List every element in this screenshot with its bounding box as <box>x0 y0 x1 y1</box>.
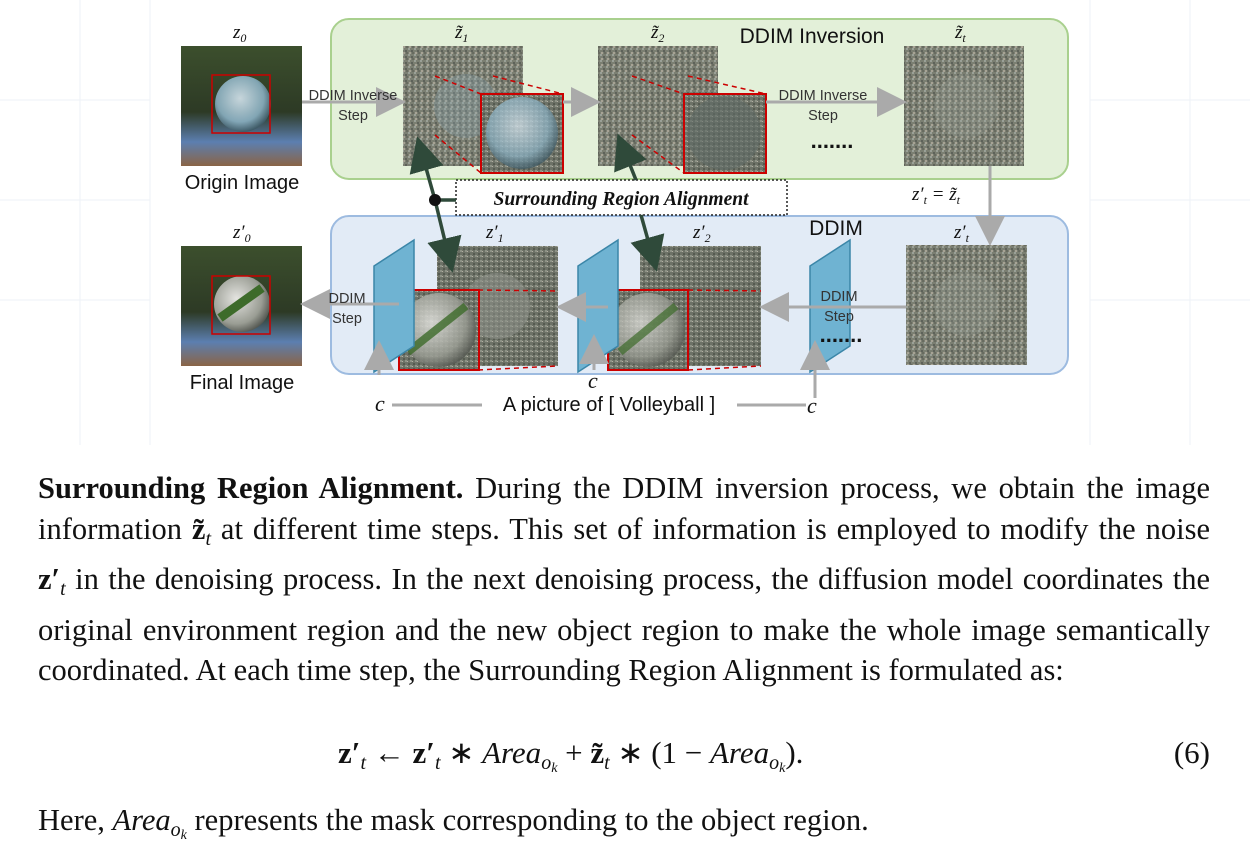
eq-term1-sub: t <box>435 752 441 774</box>
label-zp1: z′1 <box>485 222 504 245</box>
eq-term1: z′ <box>412 735 436 770</box>
ddim-step-label-1b: Step <box>332 311 362 327</box>
alignment-box-label: Surrounding Region Alignment <box>493 189 749 210</box>
label-zp2: z′2 <box>692 222 711 245</box>
condition-symbol-3: c <box>807 393 817 418</box>
label-equality: z′t = z̃t <box>911 184 961 207</box>
closing-area: Area <box>112 803 171 837</box>
eq-op1: ∗ <box>440 735 483 770</box>
equation-body: z′t ← z′t ∗ Areaok + z̃t ∗ (1 − Areaok). <box>338 735 803 777</box>
final-image <box>181 246 302 366</box>
unet-block-1 <box>373 238 415 374</box>
ddim-step-label-2b: Step <box>824 309 854 325</box>
symbol-z-prime-sub: t <box>60 578 66 601</box>
noisy-image-bottom-t <box>906 245 1027 365</box>
inverse-step-label-1a: DDIM Inverse <box>309 88 398 104</box>
origin-image <box>181 46 302 166</box>
closing-sentence: Here, Areaok represents the mask corresp… <box>38 803 869 844</box>
eq-area-sub: o <box>541 752 552 774</box>
eq-lhs: z′ <box>338 735 361 770</box>
label-z0: z0 <box>232 22 246 45</box>
label-ztt: z̃t <box>954 22 966 45</box>
eq-area2: Area <box>710 735 770 770</box>
paragraph-heading: Surrounding Region Alignment. <box>38 471 464 505</box>
eq-term2: z̃ <box>590 735 605 770</box>
noisy-image-t <box>904 46 1024 166</box>
denoising-panel-title: DDIM <box>809 217 863 240</box>
symbol-z-tilde: z̃ <box>191 511 206 546</box>
equation-6: z′t ← z′t ∗ Areaok + z̃t ∗ (1 − Areaok).… <box>0 735 1250 779</box>
align-arrow-down-2 <box>630 214 665 272</box>
figure-canvas: DDIM Inversion DDIM Origin Image Final I… <box>0 0 1250 445</box>
label-zp0: z′0 <box>232 222 251 245</box>
inverse-step-label-2a: DDIM Inverse <box>779 88 868 104</box>
closing-text-2: represents the mask corresponding to the… <box>186 803 869 837</box>
eq-plus: + <box>557 735 591 770</box>
paragraph-text-1: During the DDIM inversion process, we ob… <box>38 471 1211 546</box>
equation-number: (6) <box>1173 735 1210 770</box>
method-paragraph: Surrounding Region Alignment. During the… <box>38 468 1210 691</box>
eq-area2-subsub: k <box>779 761 786 776</box>
ellipsis-top: ....... <box>811 128 854 153</box>
eq-term2-sub: t <box>604 752 610 774</box>
inverse-step-label-2b: Step <box>808 108 838 124</box>
eq-op2: ∗ (1 − <box>609 735 710 770</box>
label-zt2: z̃2 <box>650 22 664 45</box>
label-zpt: z′t <box>953 222 970 245</box>
eq-lhs-sub: t <box>360 752 367 774</box>
condition-symbol-2: c <box>588 368 598 393</box>
background-grid <box>0 0 1250 445</box>
method-figure: DDIM Inversion DDIM Origin Image Final I… <box>0 0 1250 445</box>
paragraph-text-2: at different time steps. This set of inf… <box>211 511 1210 546</box>
inverse-step-label-1b: Step <box>338 108 368 124</box>
align-arrow-down-1 <box>427 199 462 273</box>
ellipsis-bottom: ....... <box>820 322 863 347</box>
align-arrow-up-2 <box>614 133 647 181</box>
condition-symbol-1: c <box>375 391 385 416</box>
ddim-step-label-1a: DDIM <box>328 291 365 307</box>
eq-area-subsub: k <box>551 761 558 776</box>
prompt-text: A picture of [ Volleyball ] <box>503 394 715 416</box>
final-image-label: Final Image <box>190 372 295 394</box>
closing-text-1: Here, <box>38 803 113 837</box>
paragraph-text-3: in the denoising process. In the next de… <box>38 562 1210 688</box>
closing-area-sub: o <box>170 819 181 841</box>
label-zt1: z̃1 <box>454 22 468 45</box>
symbol-z-tilde-sub: t <box>205 527 212 550</box>
align-junction-dot <box>429 194 441 206</box>
origin-image-label: Origin Image <box>185 172 300 194</box>
inversion-panel-title: DDIM Inversion <box>740 25 885 48</box>
noisy-image-1 <box>403 46 564 174</box>
eq-area: Area <box>482 735 542 770</box>
eq-area2-sub: o <box>769 752 780 774</box>
eq-close: ). <box>785 735 804 770</box>
closing-area-subsub: k <box>180 828 187 843</box>
alignment-box <box>455 179 788 216</box>
symbol-z-prime: z′ <box>38 562 61 597</box>
eq-arrow: ← <box>366 735 413 770</box>
ddim-step-label-2a: DDIM <box>820 289 857 305</box>
align-arrow-up-1 <box>409 136 444 201</box>
